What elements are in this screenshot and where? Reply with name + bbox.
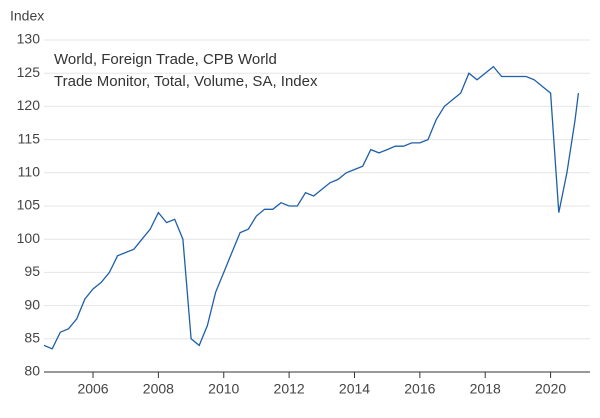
x-tick-label: 2010 bbox=[208, 381, 239, 397]
plot-area: 80 85 90 95 100 105 110 115 120 125 130 2006 2008 201… bbox=[17, 31, 590, 397]
x-tick-label: 2008 bbox=[143, 381, 174, 397]
x-tick-label: 2006 bbox=[77, 381, 108, 397]
y-tick-label: 115 bbox=[18, 130, 41, 146]
x-tick-label: 2012 bbox=[274, 381, 305, 397]
y-tick-label: 105 bbox=[17, 197, 41, 213]
y-tick-label: 85 bbox=[24, 330, 40, 346]
y-tick-label: 80 bbox=[24, 363, 40, 379]
y-tick-label: 90 bbox=[24, 296, 40, 312]
y-tick-label: 125 bbox=[17, 64, 41, 80]
y-axis-label: Index bbox=[10, 8, 44, 24]
y-tick-label: 100 bbox=[17, 230, 41, 246]
y-tick-label: 130 bbox=[17, 31, 41, 47]
chart-title: Trade Monitor, Total, Volume, SA, Index bbox=[54, 73, 318, 90]
y-tick-label: 120 bbox=[17, 97, 41, 113]
x-tick-label: 2018 bbox=[470, 381, 501, 397]
x-tick-label: 2016 bbox=[404, 381, 435, 397]
y-tick-label: 110 bbox=[18, 164, 41, 180]
x-tick-label: 2020 bbox=[535, 381, 566, 397]
x-tick-label: 2014 bbox=[339, 381, 370, 397]
y-tick-label: 95 bbox=[24, 263, 40, 279]
chart-title: World, Foreign Trade, CPB World bbox=[54, 51, 277, 68]
data-line bbox=[43, 65, 580, 350]
